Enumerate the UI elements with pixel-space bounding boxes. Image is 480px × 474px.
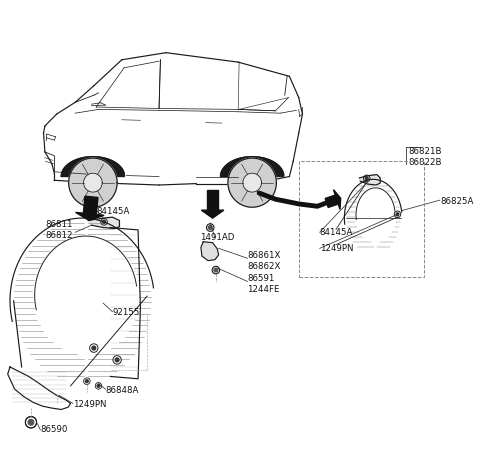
Polygon shape — [334, 190, 341, 210]
Text: 84145A: 84145A — [96, 207, 130, 216]
Circle shape — [92, 346, 96, 350]
Polygon shape — [201, 210, 224, 218]
Text: 86848A: 86848A — [106, 386, 139, 395]
Polygon shape — [207, 190, 218, 210]
Circle shape — [85, 380, 88, 383]
Polygon shape — [325, 195, 338, 208]
Polygon shape — [201, 242, 219, 261]
Circle shape — [97, 384, 100, 387]
Text: 1249PN: 1249PN — [320, 244, 353, 253]
Polygon shape — [88, 217, 120, 228]
Circle shape — [103, 220, 106, 223]
Polygon shape — [69, 158, 117, 207]
Circle shape — [115, 358, 119, 362]
Polygon shape — [84, 196, 98, 215]
Polygon shape — [228, 158, 276, 207]
Text: 86811
86812: 86811 86812 — [45, 220, 72, 240]
Text: 86825A: 86825A — [441, 197, 474, 206]
Polygon shape — [75, 212, 104, 220]
Text: 1491AD: 1491AD — [200, 233, 234, 241]
Circle shape — [214, 268, 218, 272]
Circle shape — [28, 419, 34, 425]
Text: 86590: 86590 — [40, 425, 68, 434]
Text: 84145A: 84145A — [320, 228, 353, 237]
Polygon shape — [243, 173, 262, 192]
Bar — [299, 161, 424, 277]
Circle shape — [208, 226, 212, 229]
Polygon shape — [360, 174, 380, 185]
Text: 86821B
86822B: 86821B 86822B — [408, 146, 442, 167]
Polygon shape — [84, 173, 102, 192]
Polygon shape — [220, 157, 284, 176]
Text: 1249PN: 1249PN — [73, 400, 107, 409]
Text: 86591
1244FE: 86591 1244FE — [248, 274, 280, 294]
Text: 86861X
86862X: 86861X 86862X — [248, 251, 281, 271]
Circle shape — [396, 213, 399, 216]
Polygon shape — [61, 157, 124, 176]
Circle shape — [365, 177, 368, 180]
Text: 92155: 92155 — [112, 308, 140, 317]
